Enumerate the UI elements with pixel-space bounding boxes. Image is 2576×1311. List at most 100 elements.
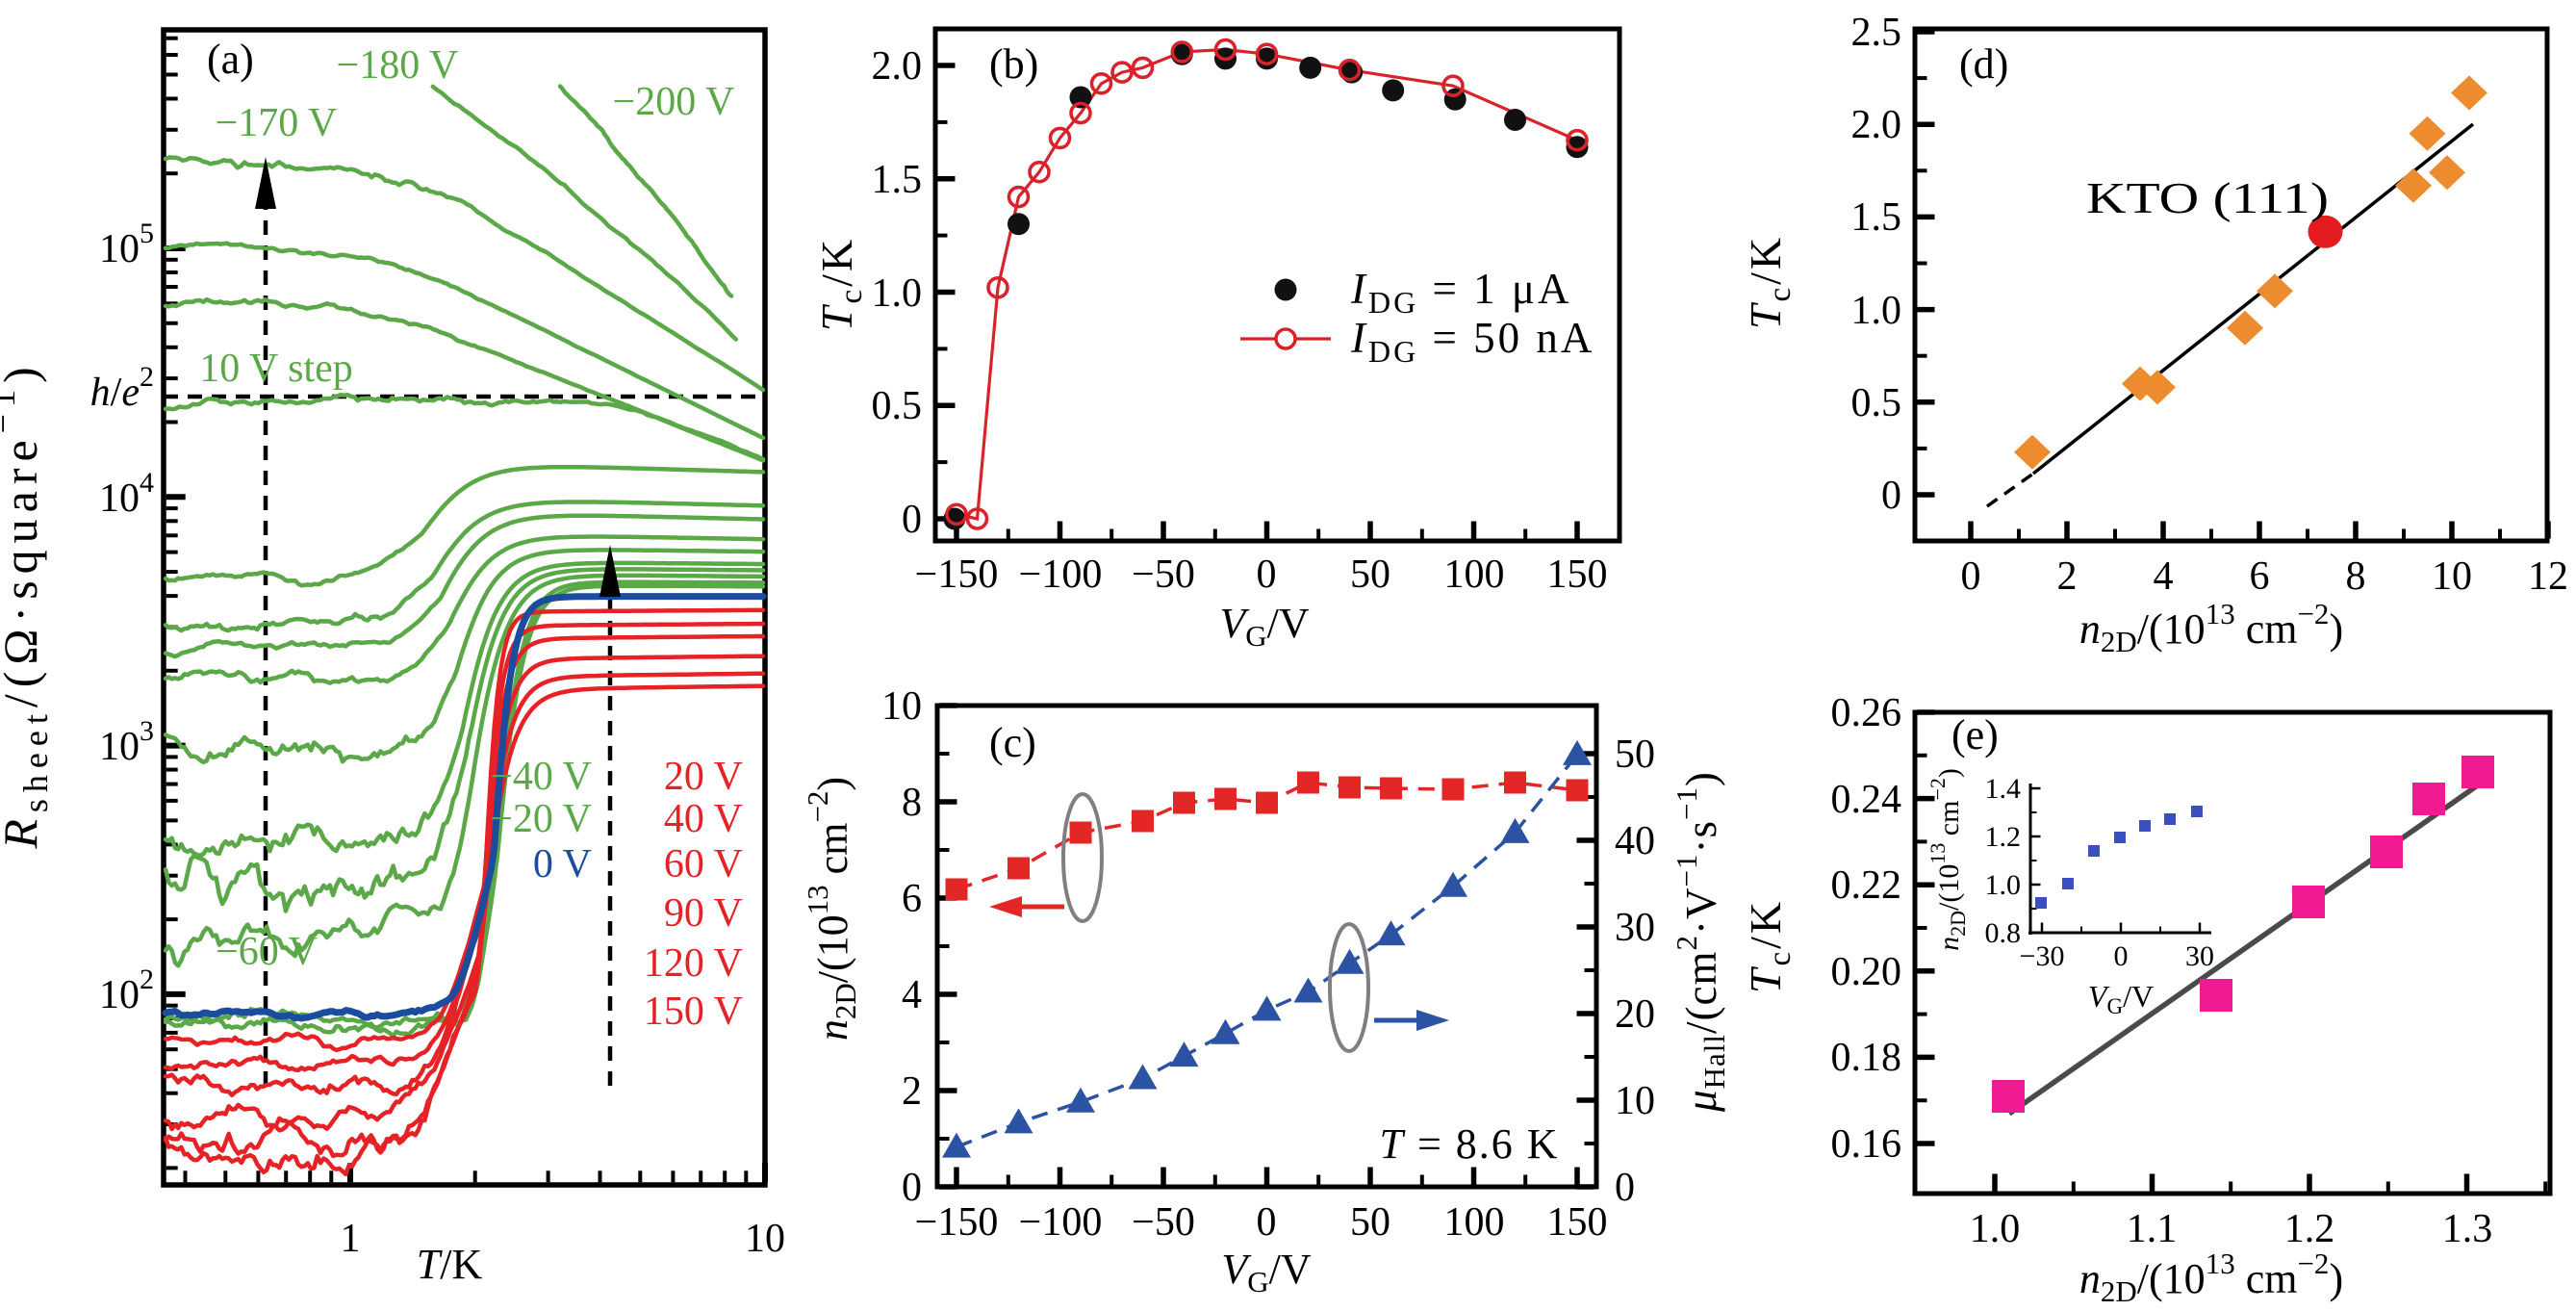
svg-text:0: 0 [2114,940,2129,972]
svg-text:90 V: 90 V [664,891,743,936]
svg-text:60 V: 60 V [664,842,743,887]
svg-text:1.5: 1.5 [872,158,923,202]
svg-text:2.0: 2.0 [1851,103,1902,147]
svg-text:−60 V: −60 V [216,930,318,974]
svg-text:−30: −30 [2020,940,2065,972]
svg-text:0.5: 0.5 [872,384,923,428]
svg-text:10: 10 [2432,554,2472,599]
svg-text:VG/V: VG/V [1221,1246,1312,1298]
svg-text:40: 40 [1615,819,1655,863]
svg-text:1.0: 1.0 [1851,289,1902,333]
svg-text:(b): (b) [989,40,1038,88]
svg-text:1.3: 1.3 [2442,1207,2493,1251]
svg-text:Rsheet/(Ω·square−1): Rsheet/(Ω·square−1) [0,360,55,849]
svg-text:10: 10 [1615,1079,1655,1123]
svg-text:0: 0 [902,498,922,542]
svg-text:n2D/(1013 cm−2): n2D/(1013 cm−2) [1926,768,1970,951]
svg-text:1.5: 1.5 [1851,195,1902,240]
svg-text:100: 100 [1444,1200,1505,1245]
svg-text:0: 0 [902,1166,922,1210]
svg-text:150: 150 [1547,1200,1608,1245]
svg-text:−100: −100 [1019,553,1103,597]
svg-text:2: 2 [902,1069,922,1114]
svg-text:0.22: 0.22 [1831,863,1902,908]
svg-text:10: 10 [745,1217,785,1261]
svg-text:(e): (e) [1951,711,1999,758]
svg-text:−200 V: −200 V [613,80,735,124]
svg-text:150 V: 150 V [644,990,743,1034]
svg-text:4: 4 [902,973,922,1017]
svg-text:0: 0 [1615,1166,1635,1210]
svg-text:6: 6 [2250,554,2270,599]
svg-text:−50: −50 [1132,1200,1195,1245]
svg-text:12: 12 [2528,554,2568,599]
svg-text:0 V: 0 V [533,842,592,887]
svg-text:1.4: 1.4 [1985,773,2022,805]
svg-text:IDG = 1 μA: IDG = 1 μA [1350,265,1571,320]
svg-text:−150: −150 [915,553,999,597]
svg-text:30: 30 [2185,940,2214,972]
svg-text:0.16: 0.16 [1831,1122,1902,1167]
svg-text:0: 0 [1257,553,1277,597]
svg-text:120 V: 120 V [644,941,743,986]
svg-text:0.5: 0.5 [1851,381,1902,425]
svg-text:0: 0 [1961,554,1981,599]
svg-text:30: 30 [1615,906,1655,950]
svg-text:1.0: 1.0 [1985,869,2022,901]
svg-text:−180 V: −180 V [337,43,459,88]
svg-text:8: 8 [902,781,922,825]
svg-text:(d): (d) [1959,40,2008,88]
svg-text:0.8: 0.8 [1985,917,2022,949]
svg-text:0: 0 [1257,1200,1277,1245]
svg-text:1.2: 1.2 [1985,821,2022,853]
svg-text:2.5: 2.5 [1851,11,1902,55]
svg-text:4: 4 [2154,554,2174,599]
svg-text:0.26: 0.26 [1831,691,1902,735]
svg-text:Tc/K: Tc/K [1741,899,1798,993]
svg-text:n2D/(1013 cm−2): n2D/(1013 cm−2) [2079,597,2343,658]
svg-text:(a): (a) [207,36,254,83]
svg-text:−170 V: −170 V [216,101,338,145]
svg-text:50: 50 [1350,553,1390,597]
svg-text:VG/V: VG/V [1219,600,1310,653]
svg-text:−150: −150 [915,1200,999,1245]
svg-text:1.1: 1.1 [2127,1207,2178,1251]
svg-text:(c): (c) [989,719,1036,766]
svg-text:n2D/(1013 cm−2): n2D/(1013 cm−2) [2079,1247,2343,1308]
svg-text:2: 2 [2057,554,2078,599]
svg-text:8: 8 [2346,554,2366,599]
svg-text:1.0: 1.0 [1970,1207,2021,1251]
svg-text:0.24: 0.24 [1831,778,1902,822]
svg-text:VG/V: VG/V [2088,979,2154,1018]
svg-text:1: 1 [341,1217,361,1261]
svg-text:2.0: 2.0 [872,44,923,89]
svg-text:KTO (111): KTO (111) [2086,173,2329,222]
svg-text:50: 50 [1615,733,1655,777]
svg-text:IDG = 50 nA: IDG = 50 nA [1350,314,1594,369]
svg-text:10 V step: 10 V step [199,347,352,391]
svg-text:n2D/(1013 cm−2): n2D/(1013 cm−2) [801,777,862,1041]
svg-text:1.0: 1.0 [872,271,923,316]
svg-text:0.20: 0.20 [1831,950,1902,994]
svg-text:50: 50 [1350,1200,1390,1245]
svg-text:−20 V: −20 V [490,797,592,841]
svg-text:1.2: 1.2 [2284,1207,2335,1251]
svg-text:Tc/K: Tc/K [1741,235,1798,329]
svg-text:150: 150 [1547,553,1608,597]
svg-text:100: 100 [1444,553,1505,597]
svg-text:105: 105 [99,218,154,271]
svg-text:20: 20 [1615,992,1655,1037]
svg-text:Tc/K: Tc/K [812,237,869,331]
svg-text:0.18: 0.18 [1831,1036,1902,1080]
svg-text:6: 6 [902,877,922,921]
svg-text:T/K: T/K [417,1241,483,1288]
svg-text:μHall/(cm2·V−1·s−1): μHall/(cm2·V−1·s−1) [1670,771,1731,1113]
svg-text:10: 10 [881,684,922,729]
svg-text:T = 8.6 K: T = 8.6 K [1379,1120,1559,1168]
svg-text:20 V: 20 V [664,755,743,799]
svg-text:−100: −100 [1019,1200,1103,1245]
svg-text:40 V: 40 V [664,797,743,841]
svg-text:0: 0 [1881,474,1901,518]
svg-text:−50: −50 [1132,553,1195,597]
svg-text:−40 V: −40 V [490,755,592,799]
